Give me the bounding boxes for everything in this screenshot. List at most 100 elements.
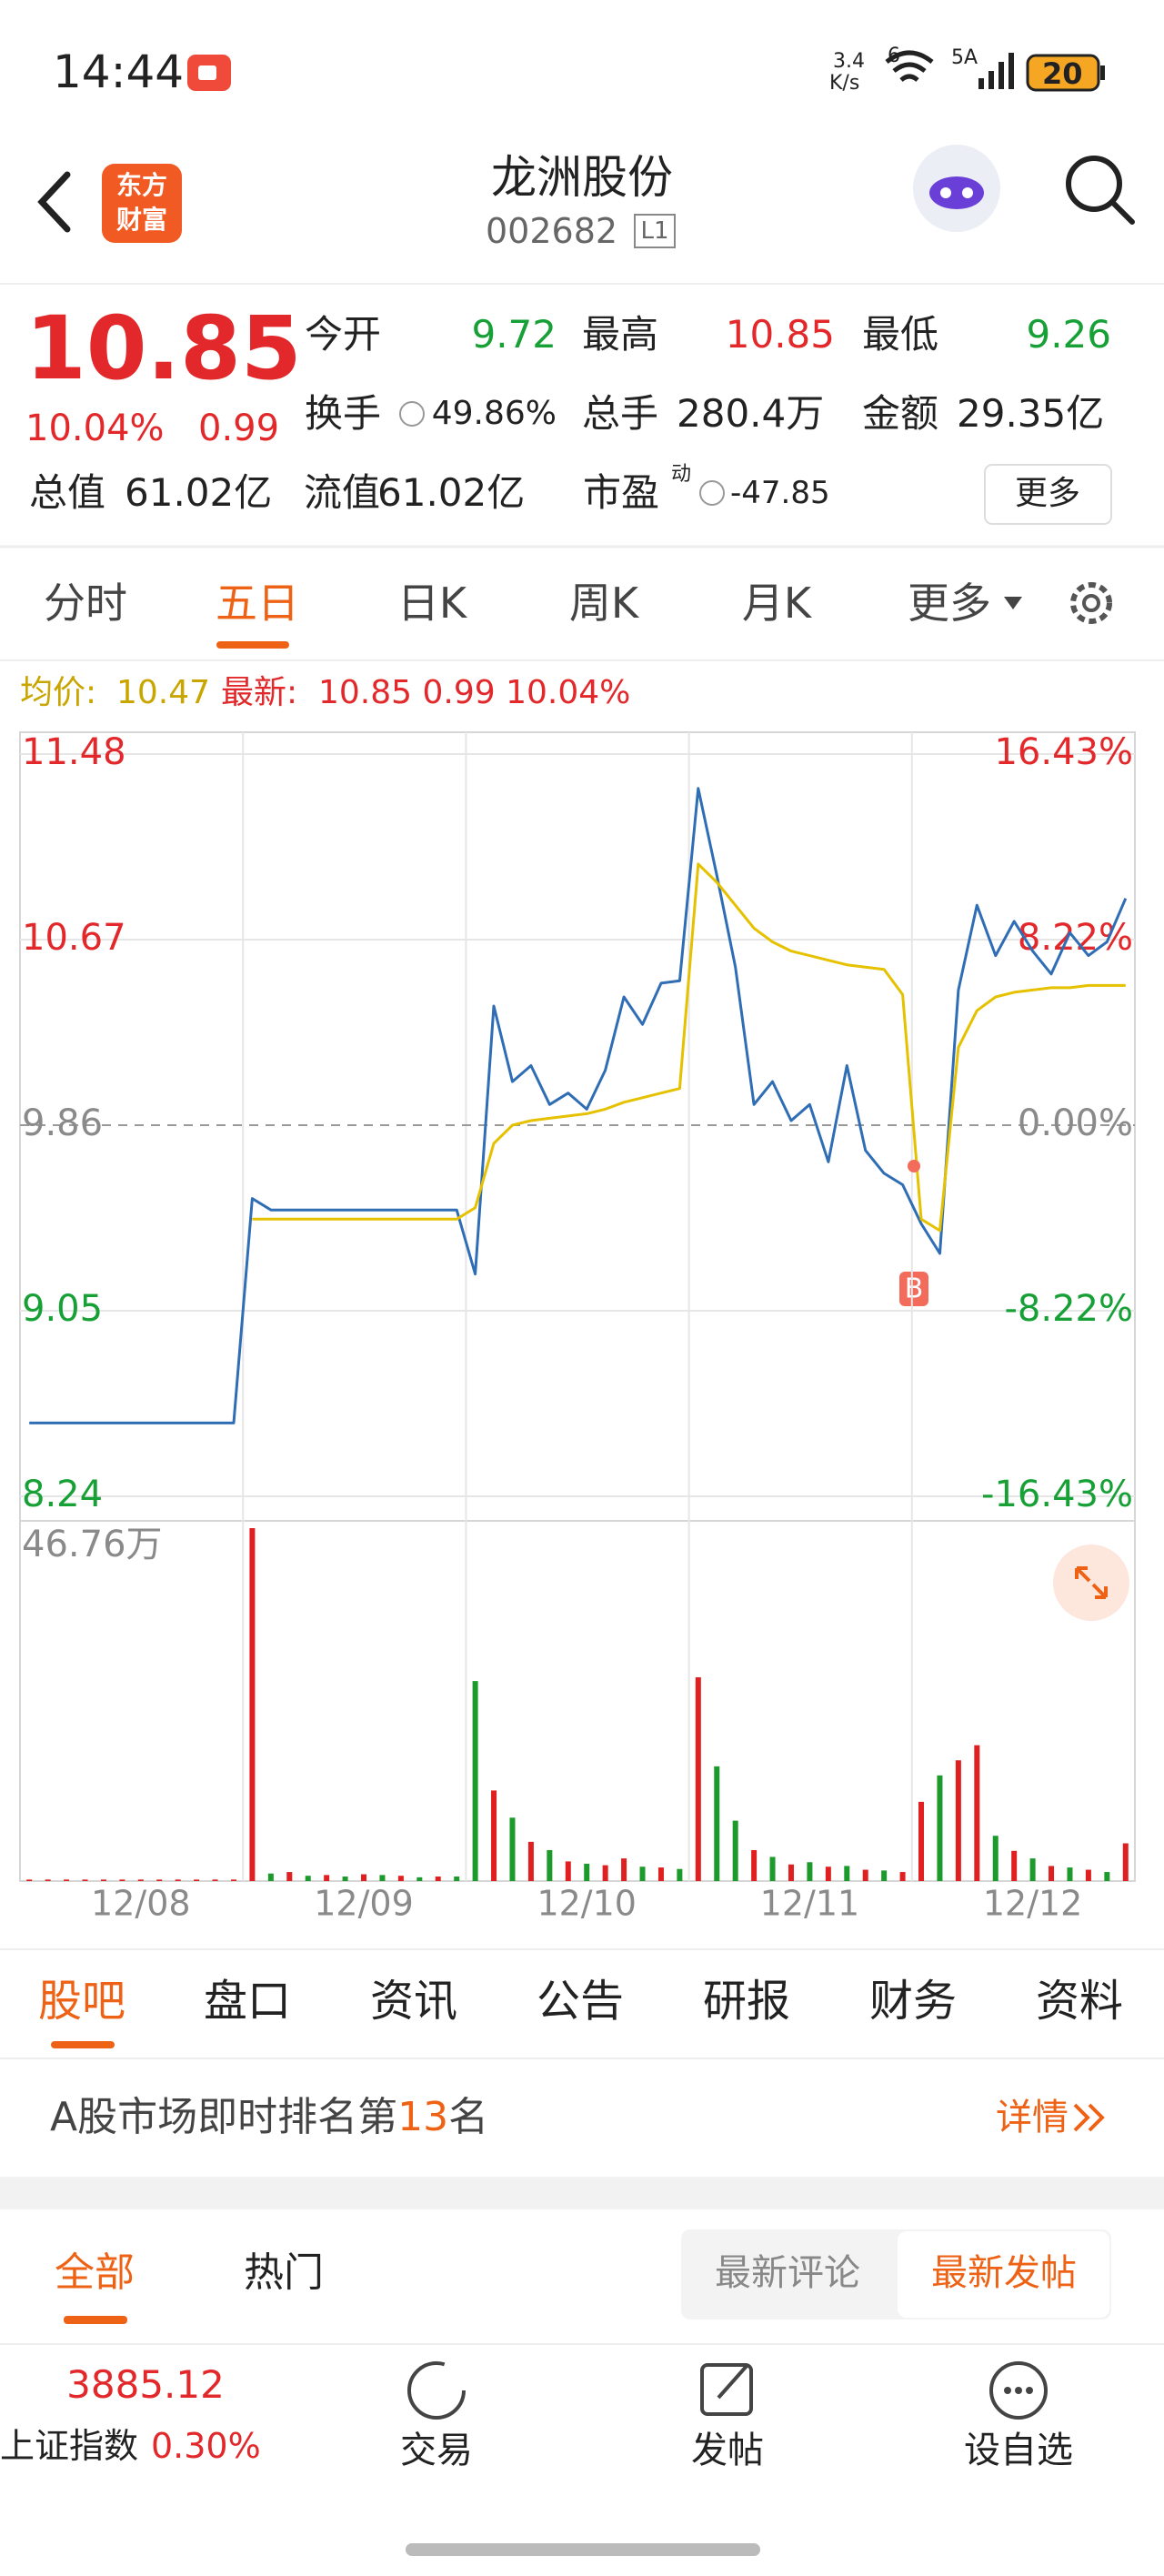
volume-tick-label: 46.76万 [22, 1524, 163, 1565]
section-gap [0, 2177, 1164, 2209]
buy-point [908, 1160, 920, 1172]
index-change[interactable]: 0.30% [151, 2426, 261, 2466]
x-tick-label: 12/11 [760, 1884, 860, 1924]
y-tick-label: 9.86 [22, 1102, 103, 1144]
volume-bar [1104, 1872, 1110, 1881]
trade-icon[interactable] [407, 2361, 466, 2420]
more-button-label[interactable]: 更多 [1014, 475, 1081, 512]
search-icon[interactable] [1066, 156, 1122, 212]
battery-icon [1026, 54, 1100, 92]
volume-bar [1049, 1866, 1055, 1881]
volume-bar [119, 1879, 125, 1881]
period-tab[interactable]: 月K [741, 579, 812, 628]
x-tick-label: 12/08 [91, 1884, 191, 1924]
expand-button[interactable] [1053, 1545, 1129, 1621]
buy-marker-badge [899, 1272, 928, 1306]
watchlist-dots [1004, 2387, 1033, 2394]
period-tab[interactable]: 周K [568, 579, 639, 628]
details-link[interactable]: 详情 [996, 2097, 1069, 2138]
field-value: 9.72 [471, 312, 557, 357]
field-label: 最低 [862, 312, 939, 357]
sort-option[interactable]: 最新评论 [715, 2252, 860, 2294]
field-label: 总值 [29, 470, 106, 515]
field-label: 总手 [582, 391, 659, 436]
volume-bar [249, 1528, 256, 1881]
volume-bar [379, 1875, 386, 1881]
period-tab-active[interactable]: 五日 [216, 579, 299, 628]
field-value: 9.26 [1026, 312, 1111, 357]
section-tab[interactable]: 公告 [536, 1976, 625, 2027]
volume-bar [305, 1876, 311, 1881]
change-percent: 10.04% [25, 408, 165, 449]
index-name[interactable]: 上证指数 [0, 2426, 139, 2466]
volume-bar [695, 1676, 701, 1881]
field-label: 换手 [305, 391, 382, 436]
volume-bar [714, 1766, 720, 1881]
field-label: 金额 [862, 391, 939, 436]
volume-bar [397, 1876, 404, 1881]
volume-bar [881, 1870, 888, 1881]
action-label[interactable]: 设自选 [964, 2430, 1073, 2471]
settings-icon[interactable] [1070, 582, 1112, 624]
battery-level: 20 [1042, 56, 1083, 91]
ranking-suffix: 名 [448, 2094, 489, 2140]
avg-label: 均价: [20, 674, 97, 711]
info-icon[interactable] [699, 480, 725, 506]
watchlist-icon[interactable] [989, 2361, 1048, 2420]
sort-option-active[interactable]: 最新发帖 [931, 2252, 1077, 2294]
section-tab[interactable]: 研报 [702, 1976, 791, 2027]
info-icon[interactable] [399, 401, 425, 427]
y2-tick-label: 0.00% [1018, 1102, 1133, 1144]
section-tab-active[interactable]: 股吧 [37, 1976, 126, 2027]
period-tab[interactable]: 更多 [908, 579, 991, 628]
field-value: 29.35亿 [957, 391, 1105, 436]
period-tab[interactable]: 日K [396, 579, 467, 628]
volume-bar [175, 1879, 181, 1881]
volume-bar [509, 1817, 516, 1881]
field-label: 市盈 [583, 470, 660, 515]
section-tab[interactable]: 资料 [1035, 1976, 1124, 2027]
home-indicator[interactable] [406, 2543, 760, 2556]
volume-bar [974, 1745, 980, 1881]
field-value: -47.85 [730, 475, 830, 511]
field-label-sup: 动 [671, 463, 692, 486]
volume-bar [1029, 1858, 1036, 1881]
battery-tip [1100, 65, 1105, 80]
field-value: 61.02亿 [377, 470, 526, 515]
volume-bar [862, 1869, 868, 1881]
ranking-number: 13 [397, 2094, 449, 2140]
avg-value: 10.47 [116, 674, 211, 711]
y2-tick-label: -16.43% [981, 1474, 1133, 1515]
ranking-prefix: A股市场即时排名第 [50, 2094, 398, 2140]
volume-bar [64, 1879, 70, 1881]
volume-bar [825, 1867, 831, 1881]
volume-bar [992, 1836, 998, 1881]
action-label[interactable]: 交易 [400, 2430, 473, 2471]
volume-bar [565, 1861, 571, 1881]
post-icon[interactable] [700, 2363, 753, 2416]
volume-bar [82, 1879, 88, 1881]
volume-bar [454, 1877, 460, 1881]
field-label: 最高 [582, 312, 659, 357]
volume-bar [1085, 1869, 1091, 1881]
section-tab[interactable]: 盘口 [203, 1976, 292, 2027]
volume-bar [491, 1790, 497, 1881]
back-icon[interactable] [37, 171, 71, 233]
action-label[interactable]: 发帖 [691, 2430, 764, 2471]
section-tab[interactable]: 资讯 [369, 1976, 458, 2027]
section-tab[interactable]: 财务 [868, 1976, 958, 2027]
ranking-text: A股市场即时排名第13名 [50, 2098, 488, 2138]
period-tab[interactable]: 分时 [44, 579, 127, 628]
volume-bar [137, 1879, 144, 1881]
level-badge: L1 [640, 217, 669, 245]
last-price: 10.85 [25, 297, 302, 399]
volume-bar [156, 1879, 163, 1881]
settings-icon-core [1082, 594, 1100, 612]
logo-text: 财富 [115, 205, 168, 235]
index-value[interactable]: 3885.12 [66, 2362, 225, 2407]
volume-bar [899, 1872, 906, 1881]
post-tab-active[interactable]: 全部 [55, 2249, 135, 2296]
volume-bar [621, 1858, 627, 1881]
more-button[interactable] [984, 464, 1112, 525]
post-tab[interactable]: 热门 [244, 2249, 324, 2296]
